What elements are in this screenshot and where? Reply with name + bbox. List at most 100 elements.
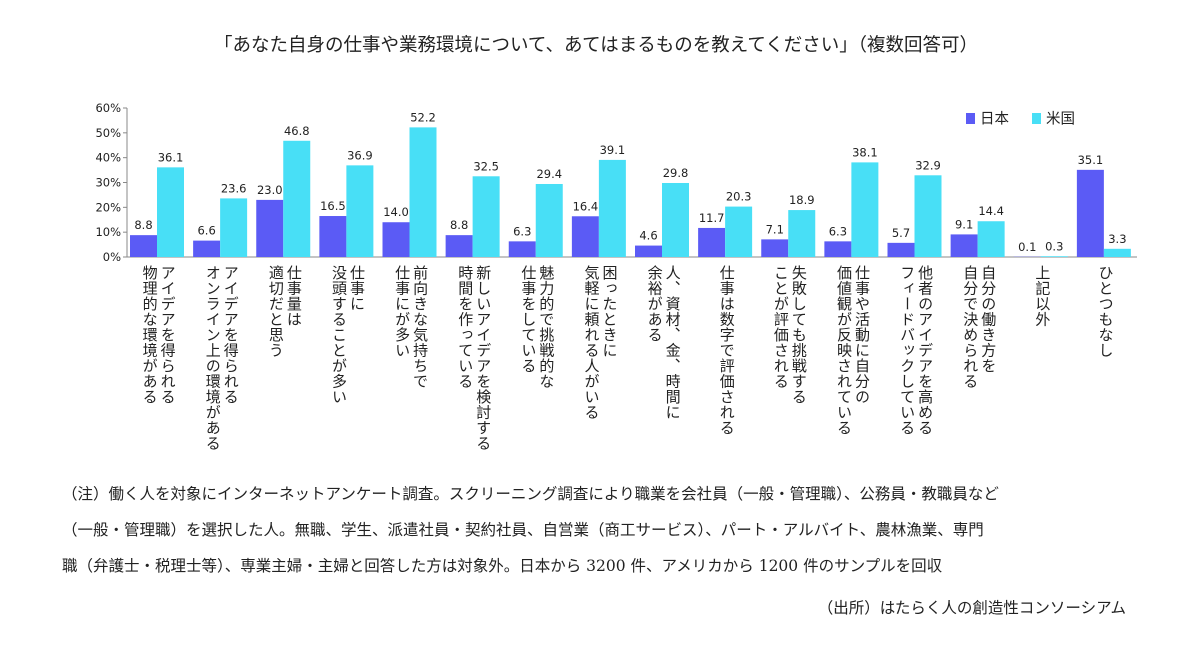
bar-japan bbox=[571, 216, 599, 257]
bar-japan bbox=[887, 242, 915, 257]
data-label-japan: 16.5 bbox=[320, 199, 346, 213]
y-tick-label: 30% bbox=[95, 176, 121, 190]
data-label-usa: 38.1 bbox=[852, 145, 878, 159]
data-label-japan: 14.0 bbox=[383, 205, 409, 219]
data-label-usa: 46.8 bbox=[284, 124, 310, 138]
x-category-line: 自分で決められる bbox=[961, 265, 979, 389]
x-category-line: 価値観が反映されている bbox=[835, 265, 853, 436]
x-category-line: ことが評価される bbox=[772, 265, 790, 389]
y-tick-label: 20% bbox=[95, 200, 121, 214]
bar-usa bbox=[788, 210, 816, 257]
data-label-usa: 18.9 bbox=[789, 193, 815, 207]
x-category-line: 魅力的で挑戦的な bbox=[537, 265, 555, 389]
bar-usa bbox=[725, 206, 753, 257]
data-label-usa: 20.3 bbox=[726, 190, 752, 204]
data-labels: 8.8 36.1 6.6 23.6 23.0 46.8 16.5 36.9 14.0 52.2 8.… bbox=[134, 110, 1126, 253]
y-tick-label: 10% bbox=[95, 225, 121, 239]
bar-usa bbox=[220, 198, 248, 257]
x-category-line: フィードバックしている bbox=[898, 265, 916, 436]
data-label-japan: 35.1 bbox=[1078, 153, 1104, 167]
x-category-line: アイデアを得られる bbox=[159, 265, 177, 405]
data-label-usa: 23.6 bbox=[221, 181, 247, 195]
bar-usa bbox=[977, 221, 1005, 257]
x-category-label: 仕事は数字で評価される bbox=[718, 265, 736, 436]
note-line-2: （一般・管理職）を選択した人。無職、学生、派遣社員・契約社員、自営業（商工サービ… bbox=[62, 521, 984, 539]
y-tick-label: 50% bbox=[95, 126, 121, 140]
x-category-line: 仕事に bbox=[348, 265, 366, 312]
legend-swatch-usa bbox=[1032, 113, 1041, 124]
x-category-line: 仕事にが多い bbox=[393, 265, 411, 358]
data-label-japan: 6.3 bbox=[829, 224, 847, 238]
x-category-line: 上記以外 bbox=[1033, 265, 1051, 327]
x-category-label: ひとつもなし bbox=[1096, 265, 1114, 358]
x-category-line: アイデアを得られる bbox=[222, 265, 240, 405]
x-category-label: 上記以外 bbox=[1033, 265, 1051, 327]
bars bbox=[130, 127, 1131, 258]
data-label-japan: 8.8 bbox=[134, 218, 152, 232]
source-credit: （出所）はたらく人の創造性コンソーシアム bbox=[817, 599, 1126, 617]
data-label-usa: 36.1 bbox=[158, 150, 184, 164]
data-label-japan: 8.8 bbox=[450, 218, 468, 232]
data-label-usa: 3.3 bbox=[1108, 232, 1126, 246]
bar-usa bbox=[662, 182, 689, 257]
bar-japan bbox=[761, 239, 789, 257]
y-tick-label: 0% bbox=[103, 250, 121, 264]
data-label-usa: 36.9 bbox=[347, 148, 373, 162]
x-category-line: 前向きな気持ちで bbox=[411, 265, 429, 389]
bar-japan bbox=[445, 235, 473, 257]
x-category-line: 適切だと思う bbox=[267, 264, 285, 358]
data-label-japan: 7.1 bbox=[766, 222, 784, 236]
bar-usa bbox=[157, 167, 184, 257]
data-label-japan: 11.7 bbox=[699, 211, 725, 225]
x-category-line: 自分の働き方を bbox=[979, 265, 997, 374]
bar-usa bbox=[409, 127, 437, 258]
data-label-japan: 6.3 bbox=[513, 224, 531, 238]
legend: 日本 米国 bbox=[966, 111, 1075, 128]
note-line-3: 職（弁護士・税理士等）、専業主婦・主婦と回答した方は対象外。日本から 3200 … bbox=[62, 557, 943, 575]
data-label-japan: 23.0 bbox=[257, 183, 283, 197]
bar-usa bbox=[851, 162, 879, 257]
x-category-line: 困ったときに bbox=[600, 265, 618, 358]
legend-swatch-japan bbox=[966, 113, 975, 124]
bar-usa bbox=[598, 159, 626, 257]
legend-label-usa: 米国 bbox=[1046, 111, 1075, 128]
x-category-line: 仕事をしている bbox=[519, 265, 537, 374]
data-label-japan: 6.6 bbox=[197, 224, 215, 238]
legend-label-japan: 日本 bbox=[980, 111, 1009, 128]
x-category-line: 仕事は数字で評価される bbox=[718, 265, 736, 436]
x-category-line: 時間を作っている bbox=[456, 265, 474, 389]
data-label-usa: 29.4 bbox=[536, 167, 562, 181]
note-line-1: （注）働く人を対象にインターネットアンケート調査。スクリーニング調査により職業を… bbox=[62, 485, 999, 503]
bar-japan bbox=[382, 222, 410, 257]
data-label-usa: 39.1 bbox=[600, 143, 626, 157]
data-label-japan: 0.1 bbox=[1018, 240, 1036, 254]
data-label-usa: 32.5 bbox=[473, 159, 499, 173]
bar-japan bbox=[824, 241, 852, 257]
bar-usa bbox=[346, 165, 374, 257]
bar-japan bbox=[1076, 169, 1104, 257]
x-category-line: 人、資材、金、時間に bbox=[664, 265, 682, 420]
bar-japan bbox=[256, 199, 284, 257]
data-label-usa: 32.9 bbox=[915, 158, 941, 172]
bar-chart: 「あなた自身の仕事や業務環境について、あてはまるものを教えてください」（複数回答… bbox=[95, 35, 1137, 451]
chart-title: 「あなた自身の仕事や業務環境について、あてはまるものを教えてください」（複数回答… bbox=[214, 35, 978, 56]
data-label-japan: 4.6 bbox=[639, 229, 657, 243]
x-category-line: 他者のアイデアを高める bbox=[916, 265, 934, 436]
bar-japan bbox=[950, 234, 978, 257]
bar-japan bbox=[130, 235, 157, 257]
x-category-line: ひとつもなし bbox=[1096, 265, 1114, 358]
y-tick-label: 40% bbox=[95, 151, 121, 165]
data-label-usa: 14.4 bbox=[978, 204, 1004, 218]
bar-usa bbox=[914, 175, 942, 257]
y-tick-label: 60% bbox=[95, 101, 121, 115]
